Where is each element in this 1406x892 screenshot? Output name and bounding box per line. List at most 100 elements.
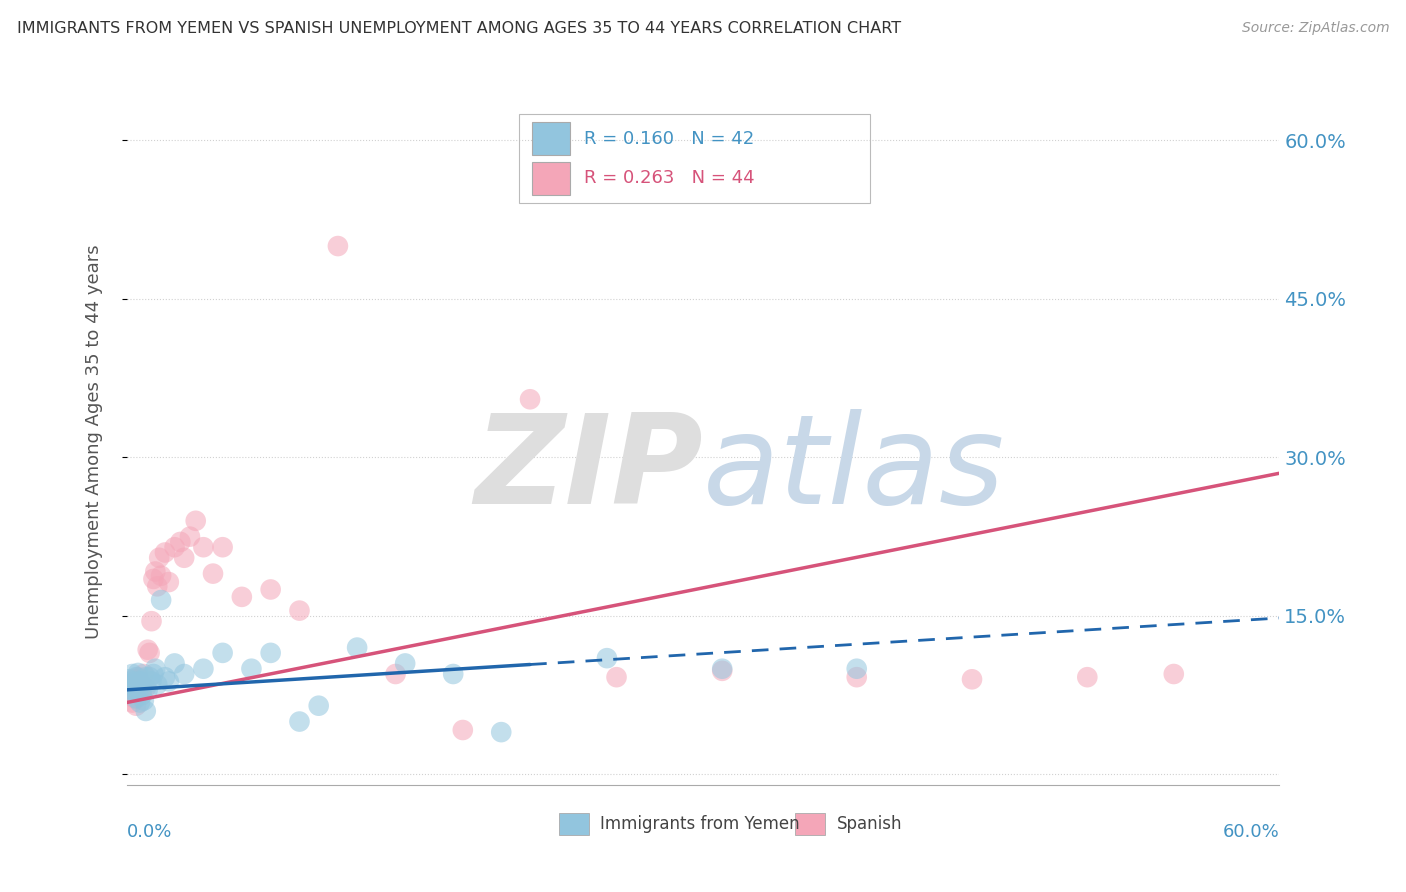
- Point: [308, 698, 330, 713]
- Point: [129, 677, 152, 691]
- Point: [125, 698, 148, 713]
- Point: [960, 673, 983, 687]
- Text: R = 0.263   N = 44: R = 0.263 N = 44: [585, 169, 755, 187]
- Point: [121, 677, 143, 691]
- Point: [491, 725, 513, 739]
- Point: [135, 670, 157, 684]
- Bar: [796, 814, 825, 835]
- Point: [384, 667, 406, 681]
- Point: [136, 642, 159, 657]
- Point: [259, 582, 281, 597]
- Point: [326, 239, 349, 253]
- Bar: [560, 814, 589, 835]
- Point: [346, 640, 368, 655]
- Point: [145, 662, 166, 676]
- Point: [596, 651, 619, 665]
- Point: [127, 687, 149, 701]
- Point: [136, 682, 159, 697]
- Text: Spanish: Spanish: [837, 815, 903, 833]
- Point: [1163, 667, 1185, 681]
- Bar: [533, 122, 571, 155]
- Point: [240, 662, 263, 676]
- Bar: [519, 114, 870, 203]
- Point: [150, 568, 173, 582]
- Point: [125, 670, 148, 684]
- Point: [202, 566, 225, 581]
- Point: [150, 593, 173, 607]
- Text: IMMIGRANTS FROM YEMEN VS SPANISH UNEMPLOYMENT AMONG AGES 35 TO 44 YEARS CORRELAT: IMMIGRANTS FROM YEMEN VS SPANISH UNEMPLO…: [17, 21, 901, 37]
- Point: [131, 677, 153, 691]
- Point: [711, 662, 734, 676]
- Point: [157, 674, 180, 689]
- Point: [146, 677, 169, 691]
- Point: [173, 667, 195, 681]
- Point: [121, 667, 143, 681]
- Y-axis label: Unemployment Among Ages 35 to 44 years: Unemployment Among Ages 35 to 44 years: [84, 244, 103, 639]
- Point: [132, 667, 155, 681]
- Text: Immigrants from Yemen: Immigrants from Yemen: [600, 815, 800, 833]
- Point: [519, 392, 541, 407]
- Point: [132, 693, 155, 707]
- Point: [120, 677, 142, 691]
- Point: [148, 550, 170, 565]
- Point: [288, 604, 311, 618]
- Point: [131, 682, 153, 697]
- Point: [142, 572, 165, 586]
- Point: [135, 681, 157, 695]
- Point: [122, 674, 145, 689]
- Point: [231, 590, 253, 604]
- Point: [179, 530, 201, 544]
- Point: [142, 667, 165, 681]
- Point: [845, 662, 868, 676]
- Point: [141, 674, 163, 689]
- Point: [845, 670, 868, 684]
- Point: [193, 662, 215, 676]
- Point: [211, 646, 233, 660]
- Point: [122, 673, 145, 687]
- Point: [138, 646, 160, 660]
- Text: 60.0%: 60.0%: [1223, 822, 1279, 841]
- Point: [163, 540, 186, 554]
- Point: [211, 540, 233, 554]
- Point: [120, 685, 142, 699]
- Point: [121, 696, 143, 710]
- Point: [122, 691, 145, 706]
- Point: [127, 665, 149, 680]
- Point: [138, 670, 160, 684]
- Bar: [533, 162, 571, 195]
- Point: [121, 682, 143, 697]
- Point: [127, 670, 149, 684]
- Point: [117, 682, 139, 697]
- Point: [711, 664, 734, 678]
- Text: R = 0.160   N = 42: R = 0.160 N = 42: [585, 129, 755, 148]
- Point: [173, 550, 195, 565]
- Text: atlas: atlas: [703, 409, 1005, 530]
- Point: [193, 540, 215, 554]
- Point: [125, 681, 148, 695]
- Point: [131, 688, 153, 702]
- Point: [394, 657, 416, 671]
- Point: [451, 723, 474, 737]
- Point: [122, 685, 145, 699]
- Point: [145, 565, 166, 579]
- Point: [129, 674, 152, 689]
- Point: [157, 575, 180, 590]
- Point: [441, 667, 464, 681]
- Point: [146, 579, 169, 593]
- Point: [117, 673, 139, 687]
- Text: 0.0%: 0.0%: [127, 822, 172, 841]
- Point: [606, 670, 628, 684]
- Text: ZIP: ZIP: [474, 409, 703, 530]
- Point: [1076, 670, 1098, 684]
- Point: [141, 614, 163, 628]
- Point: [125, 674, 148, 689]
- Point: [129, 696, 152, 710]
- Point: [184, 514, 207, 528]
- Point: [153, 545, 176, 559]
- Point: [163, 657, 186, 671]
- Point: [153, 670, 176, 684]
- Text: Source: ZipAtlas.com: Source: ZipAtlas.com: [1241, 21, 1389, 36]
- Point: [135, 704, 157, 718]
- Point: [259, 646, 281, 660]
- Point: [125, 691, 148, 706]
